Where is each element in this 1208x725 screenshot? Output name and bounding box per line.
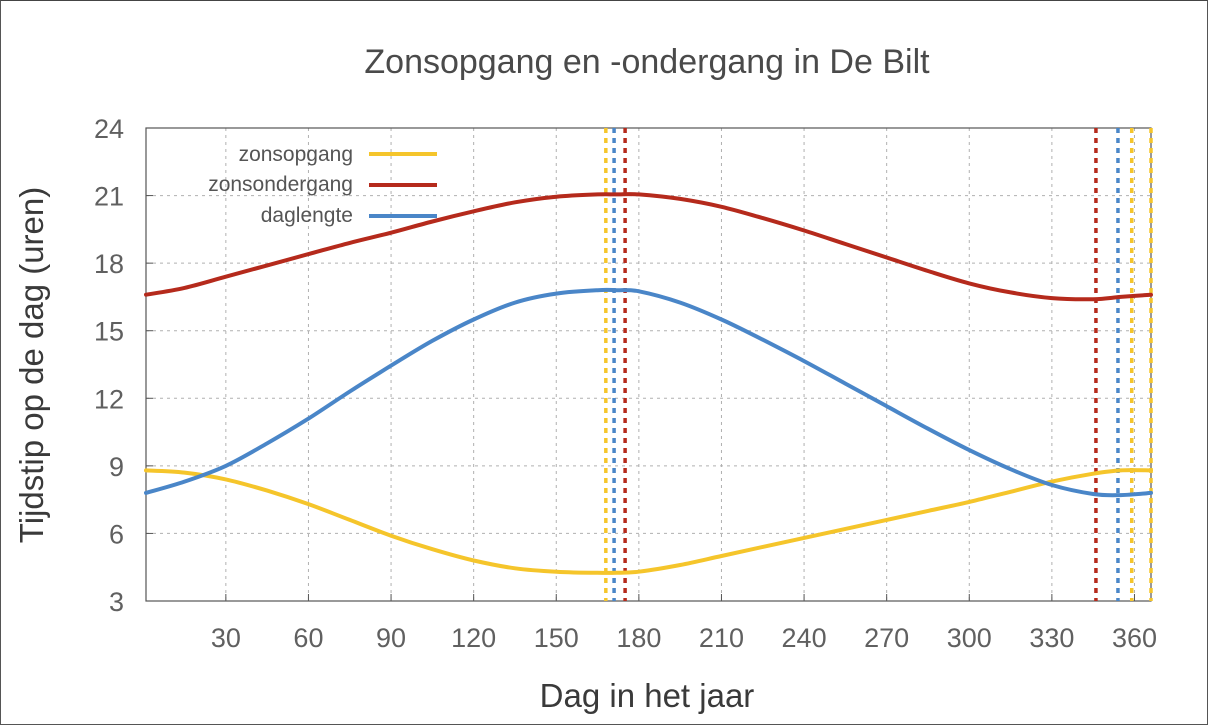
y-tick-label: 6 (109, 519, 124, 549)
series-lines (144, 192, 1153, 575)
x-tick-label: 300 (947, 623, 992, 653)
legend: zonsopgang zonsondergang daglengte (208, 143, 437, 227)
x-tick-label: 30 (211, 623, 241, 653)
series-line-zonsopgang (144, 468, 1153, 575)
grid (146, 127, 1151, 601)
y-tick-label: 18 (94, 249, 124, 279)
legend-label-zonsondergang: zonsondergang (208, 173, 353, 196)
legend-label-daglengte: daglengte (261, 204, 353, 227)
series-line-daglengte (144, 287, 1153, 498)
x-tick-label: 210 (699, 623, 744, 653)
x-tick-label: 120 (451, 623, 496, 653)
y-tick-label: 3 (109, 587, 124, 617)
x-tick-label: 180 (616, 623, 661, 653)
tick-labels: 3 6 9 12 15 18 21 24 30 60 90 120 150 180 210 240 270 300… (94, 114, 1157, 653)
axes (145, 127, 1152, 602)
y-tick-label: 24 (94, 114, 124, 144)
x-tick-label: 330 (1029, 623, 1074, 653)
x-tick-label: 360 (1112, 623, 1157, 653)
x-tick-label: 90 (376, 623, 406, 653)
y-tick-label: 9 (109, 452, 124, 482)
y-tick-label: 12 (94, 384, 124, 414)
y-tick-label: 21 (94, 182, 124, 212)
series-line-zonsondergang (144, 192, 1153, 302)
x-tick-label: 240 (782, 623, 827, 653)
x-axis-label: Dag in het jaar (540, 677, 755, 714)
y-tick-label: 15 (94, 317, 124, 347)
legend-label-zonsopgang: zonsopgang (239, 143, 353, 166)
x-tick-label: 60 (293, 623, 323, 653)
plot-border (145, 127, 1152, 602)
y-axis-label: Tijdstip op de dag (uren) (13, 187, 50, 543)
chart-title: Zonsopgang en -ondergang in De Bilt (364, 43, 930, 81)
x-tick-label: 270 (864, 623, 909, 653)
marker-lines (604, 128, 1153, 601)
x-tick-label: 150 (534, 623, 579, 653)
